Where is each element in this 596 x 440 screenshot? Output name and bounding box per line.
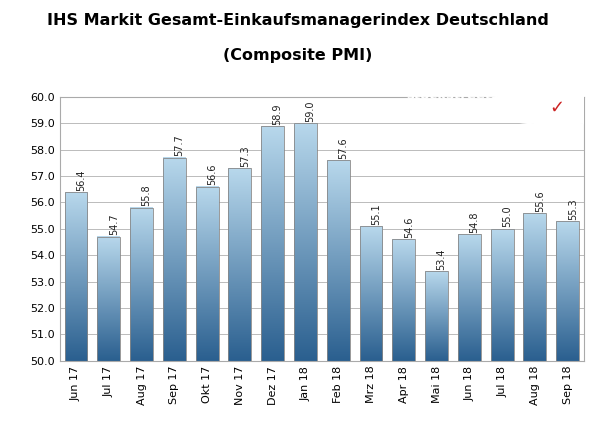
Bar (392, 239, 415, 361)
Text: ✓: ✓ (550, 99, 565, 117)
Bar (130, 208, 153, 361)
Bar (261, 126, 284, 361)
Text: 56.4: 56.4 (76, 169, 86, 191)
Bar (491, 229, 514, 361)
Bar (195, 187, 219, 361)
Text: 54.8: 54.8 (470, 211, 479, 233)
Text: 57.7: 57.7 (175, 135, 184, 156)
Text: 55.3: 55.3 (568, 198, 578, 220)
Bar (458, 234, 481, 361)
Text: 55.1: 55.1 (371, 203, 381, 225)
Text: IHS Markit Gesamt-Einkaufsmanagerindex Deutschland: IHS Markit Gesamt-Einkaufsmanagerindex D… (47, 13, 549, 28)
Text: 54.7: 54.7 (109, 214, 119, 235)
Text: 56.6: 56.6 (207, 164, 217, 185)
Text: 55.8: 55.8 (142, 185, 151, 206)
Text: 53.4: 53.4 (436, 248, 446, 270)
Text: 58.9: 58.9 (273, 103, 283, 125)
Text: 57.6: 57.6 (339, 137, 348, 159)
Bar (425, 271, 448, 361)
Circle shape (483, 88, 596, 125)
Text: 54.6: 54.6 (404, 216, 414, 238)
Text: 57.3: 57.3 (240, 145, 250, 167)
Text: 55.0: 55.0 (502, 206, 512, 227)
Text: 59.0: 59.0 (306, 100, 315, 122)
Bar (97, 237, 120, 361)
Bar (228, 168, 252, 361)
Text: 55.6: 55.6 (535, 190, 545, 212)
Text: stockstreet.de: stockstreet.de (406, 89, 515, 102)
Bar (523, 213, 547, 361)
Text: unabhängig · strategisch · trefflicher: unabhängig · strategisch · trefflicher (410, 115, 511, 120)
Text: (Composite PMI): (Composite PMI) (224, 48, 372, 63)
Bar (556, 221, 579, 361)
Bar (327, 160, 350, 361)
Bar (64, 192, 88, 361)
Bar (359, 226, 383, 361)
Bar (294, 123, 317, 361)
Bar (163, 158, 186, 361)
